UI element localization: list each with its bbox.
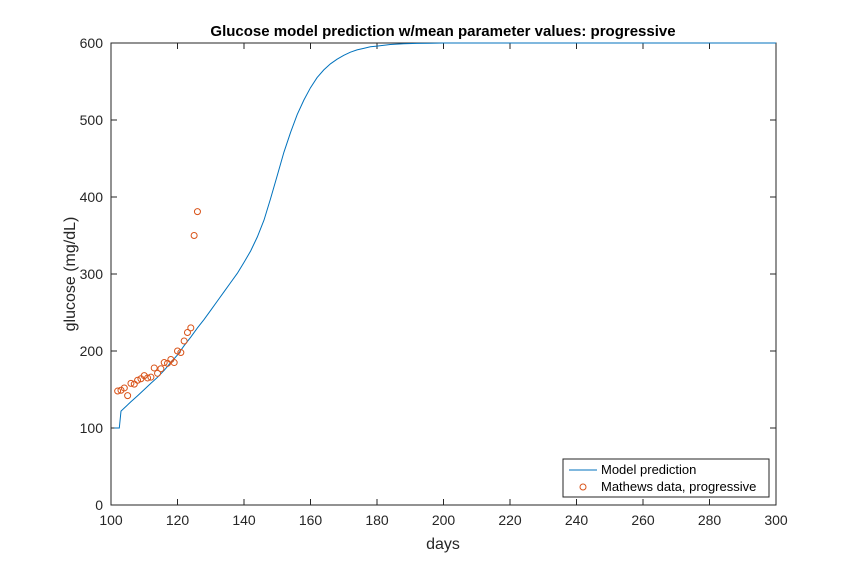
x-tick-label: 280 xyxy=(698,512,722,528)
data-point xyxy=(157,365,165,373)
y-tick-label: 100 xyxy=(80,420,104,436)
data-point xyxy=(170,359,178,367)
x-axis-label: days xyxy=(426,536,460,553)
y-tick-label: 600 xyxy=(80,35,104,51)
data-point xyxy=(150,364,158,372)
x-tick-label: 240 xyxy=(565,512,589,528)
y-tick-label: 0 xyxy=(95,497,103,513)
data-point xyxy=(183,329,191,337)
x-tick-label: 140 xyxy=(232,512,256,528)
legend-marker-swatch xyxy=(579,483,587,491)
data-point xyxy=(124,392,132,400)
data-point xyxy=(180,337,188,345)
legend-entry-label: Mathews data, progressive xyxy=(601,479,756,494)
x-tick-label: 200 xyxy=(432,512,456,528)
x-tick-label: 220 xyxy=(498,512,522,528)
data-point xyxy=(120,384,128,392)
data-point xyxy=(114,387,122,395)
data-point xyxy=(187,324,195,332)
y-axis-label: glucose (mg/dL) xyxy=(62,217,79,332)
x-tick-label: 160 xyxy=(299,512,323,528)
data-point xyxy=(160,359,168,367)
x-tick-label: 100 xyxy=(99,512,123,528)
data-point xyxy=(134,376,142,384)
x-tick-label: 120 xyxy=(166,512,190,528)
x-tick-label: 300 xyxy=(764,512,788,528)
data-point xyxy=(193,208,201,216)
data-point xyxy=(190,232,198,239)
legend-entry-label: Model prediction xyxy=(601,462,696,477)
x-tick-label: 180 xyxy=(365,512,389,528)
data-point xyxy=(154,369,162,377)
y-tick-label: 500 xyxy=(80,112,104,128)
legend-box xyxy=(562,458,770,498)
axes-box xyxy=(110,42,777,506)
x-tick-label: 260 xyxy=(631,512,655,528)
data-point xyxy=(177,349,185,357)
chart-title: Glucose model prediction w/mean paramete… xyxy=(210,23,675,40)
legend: Model prediction Mathews data, progressiv… xyxy=(562,458,770,498)
y-tick-label: 300 xyxy=(80,266,104,282)
data-point xyxy=(147,373,155,381)
series-line-model-prediction xyxy=(114,42,776,429)
data-point xyxy=(144,374,152,382)
data-point xyxy=(127,379,135,387)
y-tick-label: 400 xyxy=(80,189,104,205)
plot-area: 100 120 140 160 180 200 220 240 260 280 3000100200… xyxy=(80,35,788,528)
data-point xyxy=(174,347,181,355)
y-tick-label: 200 xyxy=(80,343,104,359)
